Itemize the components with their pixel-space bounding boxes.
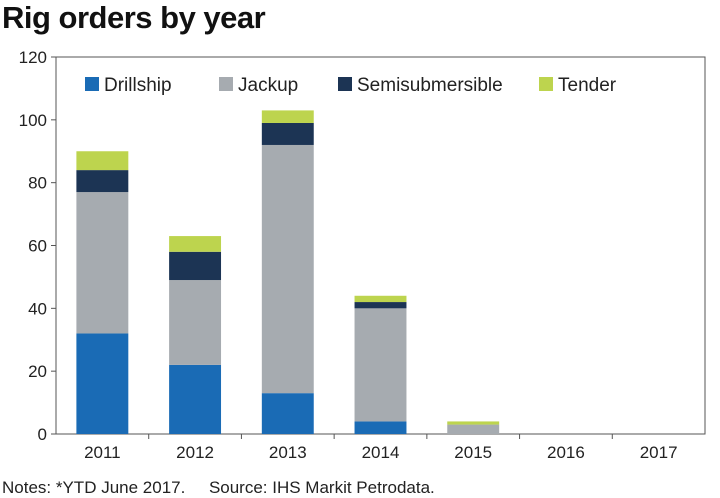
bar-jackup-2011: [76, 192, 129, 334]
bar-tender-2013: [261, 110, 314, 123]
y-tick-label: 20: [28, 362, 47, 381]
y-tick-label: 60: [28, 237, 47, 256]
bar-drillship-2013: [261, 393, 314, 434]
bar-tender-2012: [169, 236, 222, 252]
bar-drillship-2014: [354, 421, 407, 434]
bar-tender-2011: [76, 151, 129, 171]
y-tick-label: 0: [38, 425, 47, 444]
legend-label-semisubmersible: Semisubmersible: [357, 75, 503, 96]
bar-tender-2014: [354, 295, 407, 303]
legend-label-tender: Tender: [558, 75, 617, 96]
bar-tender-2015: [447, 421, 500, 425]
bar-semisubmersible-2013: [261, 122, 314, 145]
x-tick-label: 2014: [362, 443, 400, 462]
legend-swatch-semisubmersible: [338, 77, 352, 91]
y-tick-label: 80: [28, 174, 47, 193]
bar-drillship-2012: [169, 364, 222, 434]
y-tick-label: 40: [28, 299, 47, 318]
legend-swatch-drillship: [85, 77, 99, 91]
x-tick-label: 2013: [269, 443, 307, 462]
x-tick-label: 2015: [454, 443, 492, 462]
bar-semisubmersible-2011: [76, 170, 129, 193]
bar-jackup-2013: [261, 144, 314, 394]
legend-label-jackup: Jackup: [238, 75, 298, 96]
bar-semisubmersible-2012: [169, 251, 222, 281]
bar-drillship-2011: [76, 333, 129, 434]
bar-jackup-2015: [447, 424, 500, 434]
y-tick-label: 120: [19, 48, 47, 67]
legend-label-drillship: Drillship: [104, 75, 172, 96]
chart-notes: Notes: *YTD June 2017. Source: IHS Marki…: [2, 478, 435, 497]
bar-jackup-2012: [169, 280, 222, 365]
x-tick-label: 2012: [176, 443, 214, 462]
bar-semisubmersible-2014: [354, 302, 407, 309]
legend-swatch-jackup: [219, 77, 233, 91]
y-tick-label: 100: [19, 111, 47, 130]
bar-jackup-2014: [354, 308, 407, 422]
x-tick-label: 2017: [640, 443, 678, 462]
x-tick-label: 2011: [84, 443, 121, 462]
legend-swatch-tender: [539, 77, 553, 91]
chart-title: Rig orders by year: [2, 0, 266, 35]
x-tick-label: 2016: [547, 443, 585, 462]
